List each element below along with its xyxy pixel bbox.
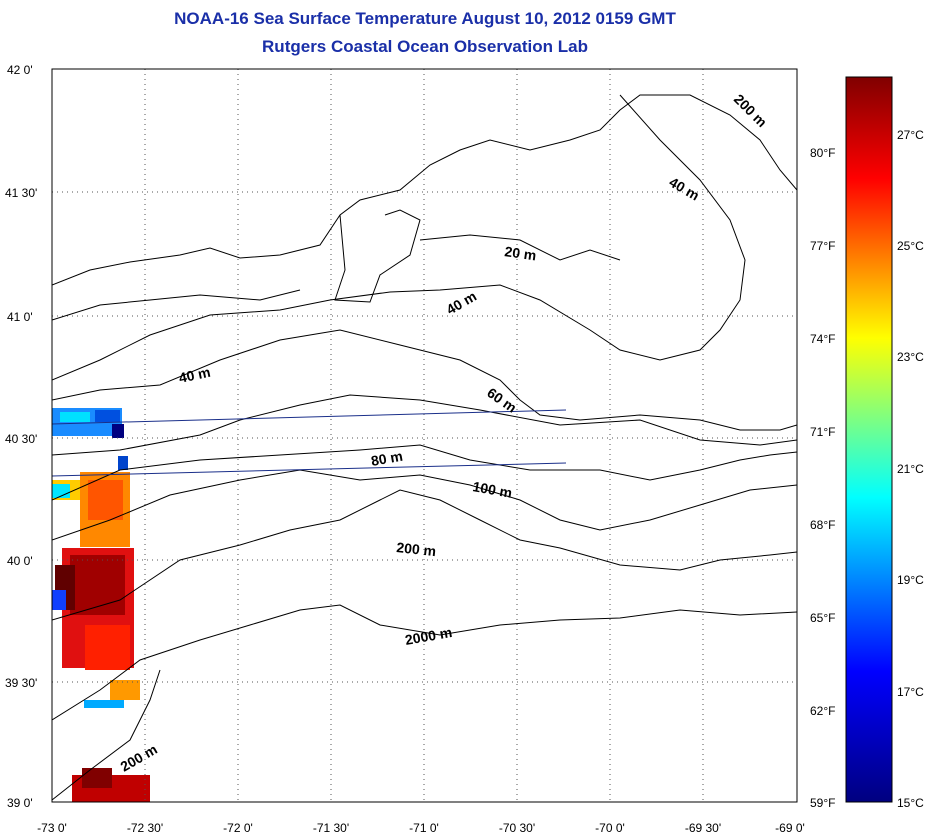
f-label: 74°F (810, 332, 835, 346)
contour-label: 200 m (731, 91, 770, 130)
coastline (52, 94, 797, 286)
lat-label: 40 30' (5, 432, 37, 446)
lon-label: -72 30' (127, 821, 163, 835)
map-frame (51, 68, 798, 803)
swath-lines (51, 409, 567, 477)
contour-label: 20 m (504, 243, 538, 263)
c-label: 23°C (897, 350, 924, 364)
colorbar-gradient (845, 76, 893, 803)
lat-label: 42 0' (7, 63, 33, 77)
contour-label: 40 m (444, 288, 480, 318)
contour-80m (52, 444, 797, 501)
contour-200m-south (52, 669, 161, 801)
lon-label: -71 0' (409, 821, 439, 835)
c-label: 15°C (897, 796, 924, 810)
contour-label-group: 200 m 40 m 20 m 40 m 40 m 60 m 80 m 100 … (118, 91, 771, 775)
lon-label: -70 30' (499, 821, 535, 835)
lat-label: 40 0' (7, 554, 33, 568)
longitude-labels: -73 0' -72 30' -72 0' -71 30' -71 0' -70… (37, 821, 805, 835)
contours (52, 94, 797, 801)
lon-label: -71 30' (313, 821, 349, 835)
lon-label: -72 0' (223, 821, 253, 835)
contour-2000m (52, 604, 797, 721)
contour-label: 200 m (118, 741, 160, 775)
contour-label: 2000 m (404, 624, 454, 648)
f-label: 62°F (810, 704, 835, 718)
fahrenheit-scale: 80°F 77°F 74°F 71°F 68°F 65°F 62°F 59°F (810, 146, 835, 810)
f-label: 77°F (810, 239, 835, 253)
contour-40m-a (52, 94, 746, 381)
c-label: 19°C (897, 573, 924, 587)
lat-label: 39 30' (5, 676, 37, 690)
contour-label: 80 m (370, 448, 404, 469)
c-label: 17°C (897, 685, 924, 699)
map-title: NOAA-16 Sea Surface Temperature August 1… (174, 9, 676, 28)
c-label: 25°C (897, 239, 924, 253)
lon-label: -69 30' (685, 821, 721, 835)
contour-100m (52, 469, 797, 541)
c-label: 21°C (897, 462, 924, 476)
c-label: 27°C (897, 128, 924, 142)
f-label: 59°F (810, 796, 835, 810)
lat-label: 41 30' (5, 186, 37, 200)
f-label: 68°F (810, 518, 835, 532)
contour-60m (52, 394, 797, 456)
contour-label: 100 m (471, 478, 513, 501)
colorbar: 80°F 77°F 74°F 71°F 68°F 65°F 62°F 59°F … (810, 76, 924, 810)
f-label: 80°F (810, 146, 835, 160)
lat-label: 39 0' (7, 796, 33, 810)
contour-label: 40 m (177, 364, 212, 386)
contour-200m (52, 489, 797, 621)
map-subtitle: Rutgers Coastal Ocean Observation Lab (262, 37, 588, 56)
latitude-labels: 42 0' 41 30' 41 0' 40 30' 40 0' 39 30' 3… (5, 63, 37, 810)
grid-lines (52, 69, 797, 802)
celsius-scale: 27°C 25°C 23°C 21°C 19°C 17°C 15°C (897, 128, 924, 810)
contour-label: 40 m (667, 174, 703, 204)
lon-label: -69 0' (775, 821, 805, 835)
lon-label: -73 0' (37, 821, 67, 835)
f-label: 71°F (810, 425, 835, 439)
contour-20m (419, 234, 621, 261)
f-label: 65°F (810, 611, 835, 625)
contour-40m-b (52, 329, 797, 431)
contour-label: 200 m (396, 539, 437, 559)
lon-label: -70 0' (595, 821, 625, 835)
lat-label: 41 0' (7, 310, 33, 324)
